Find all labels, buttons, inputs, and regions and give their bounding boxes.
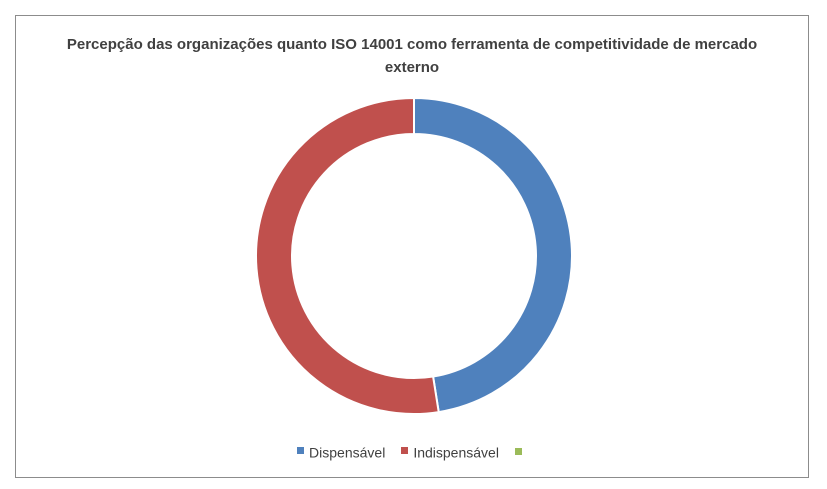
donut-chart [255, 96, 573, 415]
chart-title: Percepção das organizações quanto ISO 14… [66, 36, 758, 76]
legend-swatch [514, 448, 522, 456]
donut-slice-indispensável [255, 96, 440, 415]
legend-item [514, 443, 527, 459]
legend-label: Indispensável [413, 443, 499, 460]
legend-swatch [401, 447, 409, 455]
chart-frame: Percepção das organizações quanto ISO 14… [15, 15, 809, 478]
legend-label: Dispensável [309, 443, 386, 460]
chart-legend: Dispensável Indispensável [16, 442, 808, 460]
legend-swatch [297, 447, 305, 455]
donut-slice-dispensável [413, 96, 573, 414]
legend-item: Indispensável [401, 443, 499, 460]
legend-item: Dispensável [297, 443, 385, 460]
